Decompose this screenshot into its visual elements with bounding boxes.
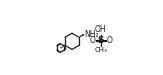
- Text: NH₂: NH₂: [84, 30, 99, 39]
- Polygon shape: [79, 34, 84, 37]
- Text: O: O: [89, 36, 95, 45]
- Text: OH: OH: [95, 25, 107, 34]
- Text: CH₃: CH₃: [95, 46, 107, 52]
- Text: O: O: [107, 36, 112, 45]
- Text: S: S: [98, 36, 104, 45]
